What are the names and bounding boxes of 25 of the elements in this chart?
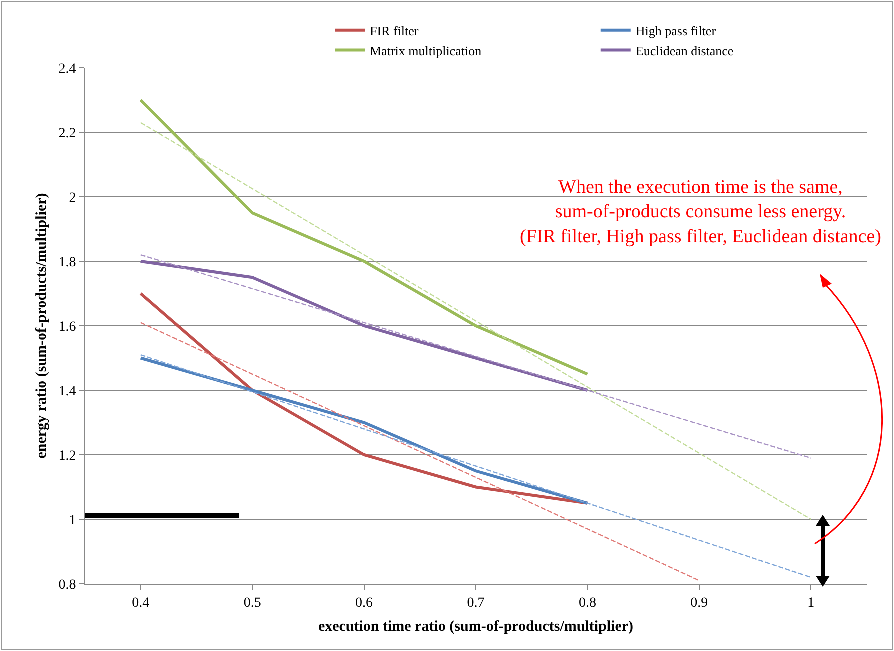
line-series — [139, 260, 590, 392]
annotation: When the execution time is the same, sum-of-products consume less energy. (FIR filter, High pass filter, Euclidean distance) — [520, 177, 882, 248]
y-axis-title: energy ratio (sum-of-products/multiplier) — [34, 193, 50, 459]
x-tick-label: 0.8 — [578, 596, 596, 611]
x-tick-label: 0.4 — [132, 596, 150, 611]
y-tick-label: 0.8 — [58, 578, 76, 593]
line-series — [139, 292, 590, 505]
x-tick-label: 0.5 — [244, 596, 262, 611]
y-tick-label: 1.6 — [58, 320, 76, 335]
y-tick-label: 1.4 — [58, 384, 76, 400]
legend-label: High pass filter — [636, 23, 717, 38]
y-tick-label: 1.2 — [58, 448, 76, 464]
x-tick-label: 0.6 — [356, 596, 374, 611]
x-tick-label: 1 — [808, 596, 815, 611]
legend-label: FIR filter — [370, 23, 420, 38]
x-tick-label: 0.7 — [467, 596, 485, 611]
y-tick-label: 1 — [69, 513, 76, 528]
legend-label: Matrix multiplication — [370, 43, 482, 58]
legend-label: Euclidean distance — [636, 43, 734, 58]
x-axis-title: execution time ratio (sum-of-products/multiplier) — [318, 618, 634, 635]
y-tick-label: 2.2 — [58, 126, 76, 142]
y-tick-label: 1.8 — [58, 255, 76, 270]
y-tick-label: 2 — [69, 190, 76, 206]
y-tick-label: 2.4 — [58, 62, 76, 77]
x-tick-label: 0.9 — [690, 596, 708, 611]
